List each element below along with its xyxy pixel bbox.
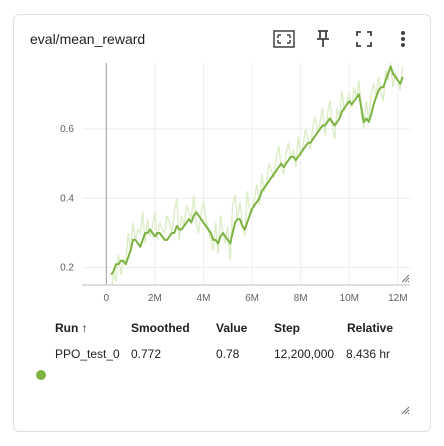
y-tick-label: 0.2 bbox=[60, 263, 74, 274]
x-tick-label: 0 bbox=[104, 293, 110, 304]
y-tick-label: 0.4 bbox=[60, 193, 74, 204]
cell-run: PPO_test_0 bbox=[55, 347, 120, 361]
x-tick-label: 2M bbox=[148, 293, 162, 304]
header-value[interactable]: Value bbox=[216, 321, 248, 335]
chart-resize-handle[interactable] bbox=[400, 273, 410, 283]
x-tick-label: 8M bbox=[294, 293, 308, 304]
cell-step: 12,200,000 bbox=[274, 347, 335, 361]
line-chart[interactable]: 0.2 0.4 0.6 0 2M 4M 6M 8M 10M 12M bbox=[14, 15, 430, 315]
card-title: eval/mean_reward bbox=[30, 31, 146, 47]
fullscreen-icon[interactable] bbox=[352, 27, 376, 51]
run-color-dot bbox=[36, 370, 46, 380]
card-resize-handle[interactable] bbox=[400, 405, 410, 415]
more-vert-icon[interactable] bbox=[391, 27, 415, 51]
header-step[interactable]: Step bbox=[274, 321, 301, 335]
header-run[interactable]: Run ↑ bbox=[55, 321, 88, 335]
fit-domain-icon[interactable] bbox=[272, 27, 296, 51]
cell-value: 0.78 bbox=[216, 347, 240, 361]
x-tick-label: 6M bbox=[245, 293, 259, 304]
cell-smoothed: 0.772 bbox=[131, 347, 162, 361]
pin-icon[interactable] bbox=[311, 27, 335, 51]
x-tick-label: 12M bbox=[388, 293, 407, 304]
cell-relative: 8.436 hr bbox=[346, 347, 391, 361]
x-tick-label: 4M bbox=[197, 293, 211, 304]
y-tick-label: 0.6 bbox=[60, 124, 74, 135]
raw-series-line bbox=[111, 63, 404, 285]
header-smoothed[interactable]: Smoothed bbox=[131, 321, 190, 335]
smoothed-series-line bbox=[110, 65, 404, 276]
header-relative[interactable]: Relative bbox=[347, 321, 394, 335]
x-tick-label: 10M bbox=[340, 293, 359, 304]
scalar-card: eval/mean_reward 0.2 0.4 0.6 0 2M 4M 6M 8M 10M 12… bbox=[13, 14, 431, 432]
